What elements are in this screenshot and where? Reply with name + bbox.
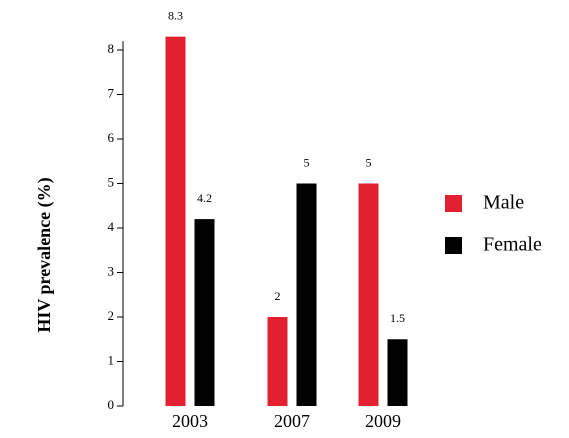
y-tick-label: 3 xyxy=(108,263,115,278)
y-tick-label: 4 xyxy=(108,219,115,234)
bar xyxy=(296,183,317,406)
y-tick-label: 6 xyxy=(108,130,115,145)
data-label: 4.2 xyxy=(197,191,212,205)
legend-label: Female xyxy=(483,234,542,256)
legend-swatch xyxy=(445,237,462,254)
y-tick-label: 2 xyxy=(108,308,115,323)
bar xyxy=(387,339,408,406)
legend-swatch xyxy=(445,195,462,212)
data-label: 2 xyxy=(275,289,281,303)
data-label: 5 xyxy=(366,155,372,169)
x-tick-label: 2007 xyxy=(274,411,310,431)
x-tick-label: 2003 xyxy=(172,411,208,431)
bar xyxy=(358,183,379,406)
bar xyxy=(267,317,288,406)
data-label: 8.3 xyxy=(168,8,183,22)
data-label: 5 xyxy=(304,155,310,169)
data-label: 1.5 xyxy=(390,311,405,325)
y-tick-label: 5 xyxy=(108,174,115,189)
legend-label: Male xyxy=(483,192,524,214)
y-tick-label: 8 xyxy=(108,41,115,56)
x-tick-label: 2009 xyxy=(365,411,401,431)
y-tick-label: 0 xyxy=(108,397,115,412)
y-tick-label: 7 xyxy=(108,85,115,100)
y-tick-label: 1 xyxy=(108,352,115,367)
bar xyxy=(165,36,186,407)
y-axis-label: HIV prevalence (%) xyxy=(34,177,55,332)
bar xyxy=(194,219,215,406)
